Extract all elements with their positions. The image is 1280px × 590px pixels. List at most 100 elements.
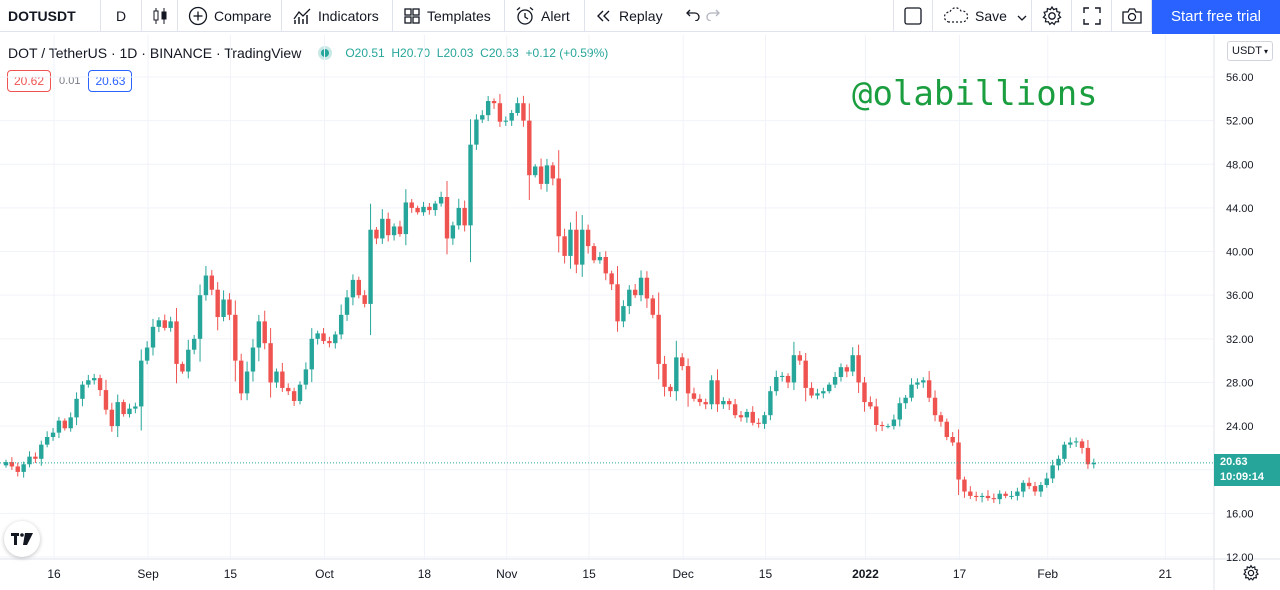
candle-body — [979, 495, 985, 497]
candle-body — [391, 226, 397, 236]
bar-countdown: 10:09:14 — [1220, 471, 1265, 483]
save-button[interactable]: Save — [933, 0, 1032, 32]
candle-body — [3, 462, 9, 466]
candle-body — [1091, 462, 1096, 465]
last-price-label: 20.63 10:09:14 — [1214, 454, 1280, 486]
compare-button[interactable]: Compare — [178, 0, 282, 32]
price-tick-label: 16.00 — [1226, 508, 1254, 520]
chart-style-button[interactable] — [142, 0, 178, 32]
candle-body — [374, 229, 379, 239]
time-axis[interactable]: 16 Sep 15 Oct 18 Nov 15 Dec 15 2022 17 Feb 21 — [47, 567, 1172, 581]
market-status-dot[interactable] — [321, 49, 330, 57]
candle-body — [444, 197, 450, 239]
candle-body — [74, 398, 79, 418]
candle-body — [256, 321, 262, 348]
indicators-button[interactable]: Indicators — [282, 0, 393, 32]
candle-body — [950, 437, 955, 443]
candle-body — [56, 420, 62, 433]
symbol-label: DOTUSDT — [8, 7, 76, 24]
candle-body — [9, 462, 15, 467]
candles-icon — [153, 7, 166, 24]
candle-body — [1026, 482, 1032, 487]
start-free-trial-button[interactable]: Start free trial — [1152, 0, 1280, 34]
tradingview-logo[interactable] — [4, 521, 40, 557]
interval-button[interactable]: D — [101, 0, 142, 32]
candle-body — [768, 391, 773, 416]
price-tick-label: 56.00 — [1226, 72, 1254, 84]
candle-body — [1021, 482, 1026, 492]
candle-body — [750, 411, 755, 423]
candle-body — [727, 401, 732, 405]
candle-body — [162, 320, 167, 328]
time-tick-label: Dec — [672, 567, 693, 581]
candle-body — [644, 277, 650, 299]
candle-body — [862, 382, 867, 403]
time-tick-label: 16 — [47, 567, 61, 581]
candle-body — [956, 442, 961, 480]
close-label: C — [480, 46, 489, 60]
candle-body — [580, 229, 585, 265]
time-tick-label: 15 — [224, 567, 238, 581]
candle-body — [33, 456, 38, 459]
candle-body — [756, 422, 761, 424]
chart-settings-button[interactable] — [1242, 564, 1260, 587]
settings-button[interactable] — [1032, 0, 1072, 32]
candle-body — [480, 115, 485, 120]
candle-body — [732, 404, 738, 416]
save-label: Save — [975, 7, 1007, 24]
gear-icon — [1041, 5, 1062, 25]
candle-body — [1085, 447, 1091, 465]
candle-body — [1056, 458, 1061, 466]
time-tick-label: 15 — [759, 567, 773, 581]
candle-body — [127, 408, 132, 415]
candle-body — [844, 367, 850, 372]
undo-icon[interactable] — [685, 7, 701, 24]
candle-body — [15, 466, 20, 472]
fullscreen-button[interactable] — [1072, 0, 1112, 32]
price-axis[interactable]: 12.0016.0020.0024.0028.0032.0036.0040.00… — [1226, 72, 1254, 564]
candle-body — [691, 393, 697, 399]
candle-body — [597, 257, 603, 261]
candle-body — [668, 386, 673, 392]
candle-body — [309, 338, 314, 370]
alert-button[interactable]: Alert — [505, 0, 585, 32]
candle-body — [474, 119, 479, 145]
tradingview-logo-icon — [11, 533, 33, 545]
candle-body — [421, 206, 426, 213]
redo-icon[interactable] — [705, 7, 721, 24]
candle-body — [39, 444, 44, 459]
candle-body — [315, 333, 320, 339]
candle-body — [491, 101, 497, 104]
candle-body — [485, 101, 491, 116]
time-tick-label: 21 — [1159, 567, 1173, 581]
candle-body — [133, 406, 138, 409]
candle-body — [779, 375, 785, 377]
replay-icon — [595, 9, 613, 23]
candle-body — [521, 103, 526, 121]
candle-body — [215, 289, 220, 317]
candle-body — [92, 378, 97, 381]
candle-body — [585, 229, 591, 247]
replay-button[interactable]: Replay — [585, 0, 673, 32]
candle-body — [591, 246, 597, 261]
open-label: O — [345, 46, 355, 60]
plus-circle-icon — [188, 6, 208, 26]
templates-button[interactable]: Templates — [393, 0, 505, 32]
trial-label: Start free trial — [1170, 8, 1262, 25]
candle-body — [27, 456, 32, 465]
alert-label: Alert — [541, 7, 570, 24]
candle-body — [233, 314, 238, 361]
candle-body — [1073, 441, 1079, 443]
candle-body — [574, 229, 579, 265]
currency-selector[interactable]: USDT ▾ — [1227, 41, 1273, 61]
change-value: +0.12 (+0.59%) — [525, 46, 609, 60]
candle-body — [362, 295, 367, 304]
symbol-search-button[interactable]: DOTUSDT — [0, 0, 101, 32]
layout-button[interactable] — [893, 0, 933, 32]
candle-body — [1068, 442, 1073, 445]
candle-body — [544, 165, 550, 184]
price-chart[interactable]: 12.0016.0020.0024.0028.0032.0036.0040.00… — [0, 35, 1280, 590]
candle-body — [874, 406, 879, 425]
snapshot-button[interactable] — [1112, 0, 1152, 32]
candle-body — [650, 298, 655, 315]
